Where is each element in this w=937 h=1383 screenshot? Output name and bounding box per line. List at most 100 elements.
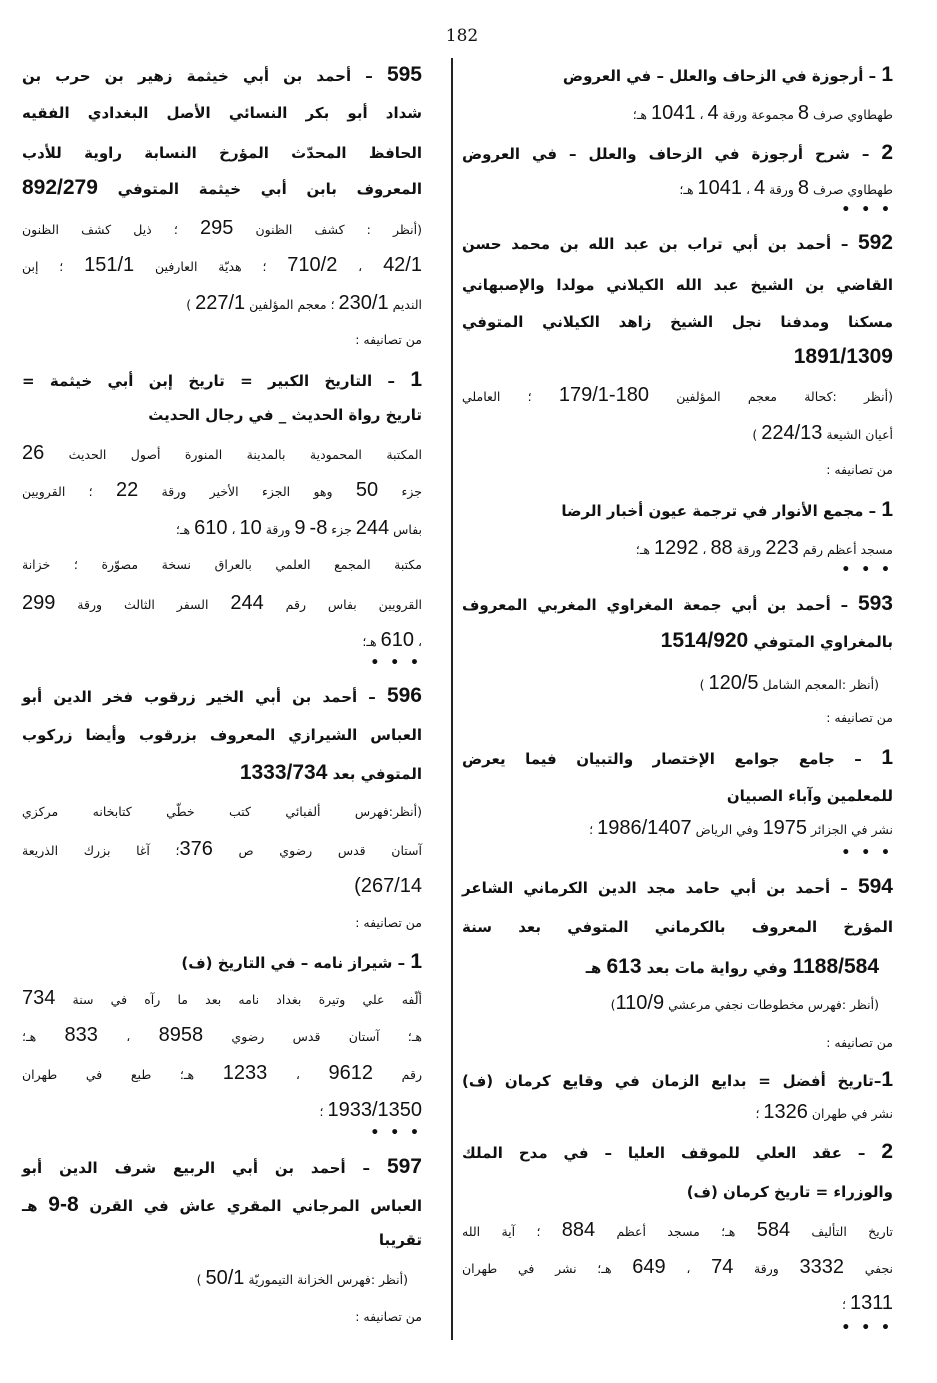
number: 1	[410, 950, 422, 973]
number: 584	[756, 1219, 791, 1241]
number: 244	[230, 592, 264, 614]
number: 299	[22, 592, 56, 614]
number: 1188/584	[792, 955, 879, 978]
reference-line: 42/1 ، 710/2 ؛ هديّة العارفين 151/1 ؛ إب…	[22, 254, 422, 276]
number: 8	[797, 177, 809, 199]
number: 295	[199, 217, 234, 239]
entry-heading-line: 594 – أحمد بن أبي حامد مجد الدين الكرمان…	[462, 875, 893, 898]
number: 1311	[849, 1292, 893, 1314]
reference-line: ألّفه علي وتيرة بغداد نامه بعد ما رآه في…	[22, 987, 422, 1009]
number: 244	[355, 517, 390, 539]
reference-line: 1933/1350 ؛	[319, 1099, 423, 1121]
reference-line: (أنظر:فهرس ألفبائي كتب خطّي كتابخانه مرك…	[22, 804, 422, 819]
reference-line: (أنظر :فهرس الخزانة التيموريّة 50/1 )	[196, 1267, 408, 1289]
number: 597	[386, 1155, 422, 1178]
number: 2	[881, 1140, 893, 1163]
number: 594	[857, 875, 893, 898]
reference-line: أعيان الشيعة 224/13 )	[752, 422, 893, 444]
entry-heading-line: 1891/1309	[462, 342, 893, 372]
entry-heading-line: العباس الشيرازي المعروف بزرقوب وأيضا زرك…	[22, 726, 422, 744]
number: 592	[857, 231, 893, 254]
number: 833	[64, 1024, 98, 1046]
number: 613	[606, 955, 642, 978]
entry-heading-line: تقريبا	[378, 1231, 422, 1249]
reference-line: من تصانيفه :	[826, 462, 893, 477]
reference-line: هـ؛ آستان قدس رضوي 8958 ، 833 هـ؛	[22, 1024, 423, 1046]
number: 74	[711, 1256, 734, 1278]
reference-line: بفاس 244 جزء 8- 9 ورقة 10 ، 610 هـ؛	[175, 517, 422, 539]
number: 1891/1309	[793, 345, 893, 368]
reference-line: تاريخ التأليف 584 هـ؛ مسجد أعظم 884 ؛ آي…	[462, 1219, 894, 1241]
number: 1326	[763, 1101, 808, 1123]
entry-heading-line: المتوفي بعد 1333/734	[239, 761, 422, 784]
number: 9	[294, 517, 306, 539]
number: 88	[710, 537, 733, 559]
number: 227/1	[195, 292, 246, 314]
right-column: 1 – أرجوزة في الزحاف والعلل – في العروض ط…	[462, 0, 893, 1383]
section-separator: • • •	[841, 1320, 893, 1336]
number: 595	[386, 63, 422, 86]
reference-line: آستان قدس رضوي ص 376؛ آغا بزرك الذريعة	[22, 838, 422, 860]
number: 1	[881, 746, 893, 769]
reference-line: من تصانيفه :	[355, 915, 422, 930]
number: 1292	[653, 537, 699, 559]
number: 8-	[309, 517, 328, 539]
entry-heading-line: 597 – أحمد بن أبي الربيع شرف الدين أبو	[22, 1155, 422, 1178]
entry-heading-line: المؤرخ المعروف بالكرماني المتوفي بعد سنة	[462, 918, 893, 936]
number: 1933/1350	[327, 1099, 422, 1121]
number: 1041	[697, 177, 743, 199]
entry-heading-line: 595 – أحمد بن أبي خيثمة زهير بن حرب بن	[22, 63, 422, 86]
entry-heading-line: 596 – أحمد بن أبي الخير زرقوب فخر الدين …	[22, 684, 422, 707]
entry-heading-line: والوزراء = تاريخ كرمان (ف)	[686, 1183, 893, 1201]
section-separator: • • •	[370, 1125, 422, 1141]
number: 1041	[650, 102, 696, 124]
column-divider	[451, 58, 453, 1340]
number: 42/1	[383, 254, 422, 276]
number: 734	[22, 987, 56, 1009]
number: 50/1	[205, 1267, 245, 1289]
number: 2	[881, 141, 893, 164]
reference-line: (أنظر :كحالة معجم المؤلفين 180-179/1 ؛ ا…	[462, 384, 894, 406]
entry-heading-line: 1 – أرجوزة في الزحاف والعلل – في العروض	[562, 63, 893, 86]
reference-line: ، 610 هـ؛	[362, 629, 422, 651]
number: 120/5	[708, 672, 759, 694]
number: 1986/1407	[597, 817, 692, 839]
reference-line: طهطاوي صرف 8 مجموعة ورقة 4 ، 1041 هـ؛	[632, 102, 893, 124]
number: 8958	[158, 1024, 204, 1046]
entry-heading-line: مسكنا ومدفنا نجل الشيخ زاهد الكيلاني الم…	[462, 313, 893, 331]
reference-line: (267/14	[354, 875, 422, 897]
number: 1	[410, 368, 422, 391]
entry-heading-line: شداد أبو بكر النسائي الأصل البغدادي الفق…	[22, 104, 422, 122]
number: 50	[355, 479, 379, 501]
number: 8	[797, 102, 809, 124]
entry-heading-line: 1 – جامع جوامع الإختصار والتبيان فيما يع…	[462, 746, 893, 769]
reference-line: القرويين بفاس رقم 244 السفر الثالث ورقة …	[22, 592, 422, 614]
number: 596	[386, 684, 422, 707]
entry-heading-line: بالمغراوي المتوفي 1514/920	[660, 629, 893, 652]
number: 376	[179, 838, 213, 860]
number: 8-9	[48, 1193, 79, 1216]
entry-heading-line: 1 – مجمع الأنوار في ترجمة عيون أخبار الر…	[561, 498, 893, 521]
reference-line: من تصانيفه :	[355, 1309, 422, 1324]
number: 3332	[799, 1256, 845, 1278]
number: 649	[632, 1256, 666, 1278]
number: 9612	[328, 1062, 374, 1084]
page-number: 182	[445, 26, 479, 46]
number: 1975	[762, 817, 808, 839]
reference-line: نشر في طهران 1326 ؛	[755, 1101, 893, 1123]
number: 1	[881, 63, 893, 86]
number: 1333/734	[239, 761, 328, 784]
entry-heading-line: 1188/584 وفي رواية مات بعد 613 هـ	[585, 955, 879, 978]
number: 4	[707, 102, 719, 124]
reference-line: رقم 9612 ، 1233 هـ؛ طبع في طهران	[22, 1062, 422, 1084]
reference-line: المكتبة المحمودية بالمدينة المنورة أصول …	[22, 442, 422, 464]
number: 22	[115, 479, 139, 501]
reference-line: (أنظر :المعجم الشامل 120/5 )	[699, 672, 879, 694]
number: 892/279	[22, 176, 98, 199]
number: 10	[239, 517, 262, 539]
entry-heading-line: 1 – شيراز نامه – في التاريخ (ف)	[181, 950, 422, 973]
section-separator: • • •	[841, 845, 893, 861]
left-column: 595 – أحمد بن أبي خيثمة زهير بن حرب بن شد…	[22, 0, 422, 1383]
entry-heading-line: المعروف بابن أبي خيثمة المتوفي 892/279	[22, 176, 422, 199]
number: 1233	[222, 1062, 268, 1084]
